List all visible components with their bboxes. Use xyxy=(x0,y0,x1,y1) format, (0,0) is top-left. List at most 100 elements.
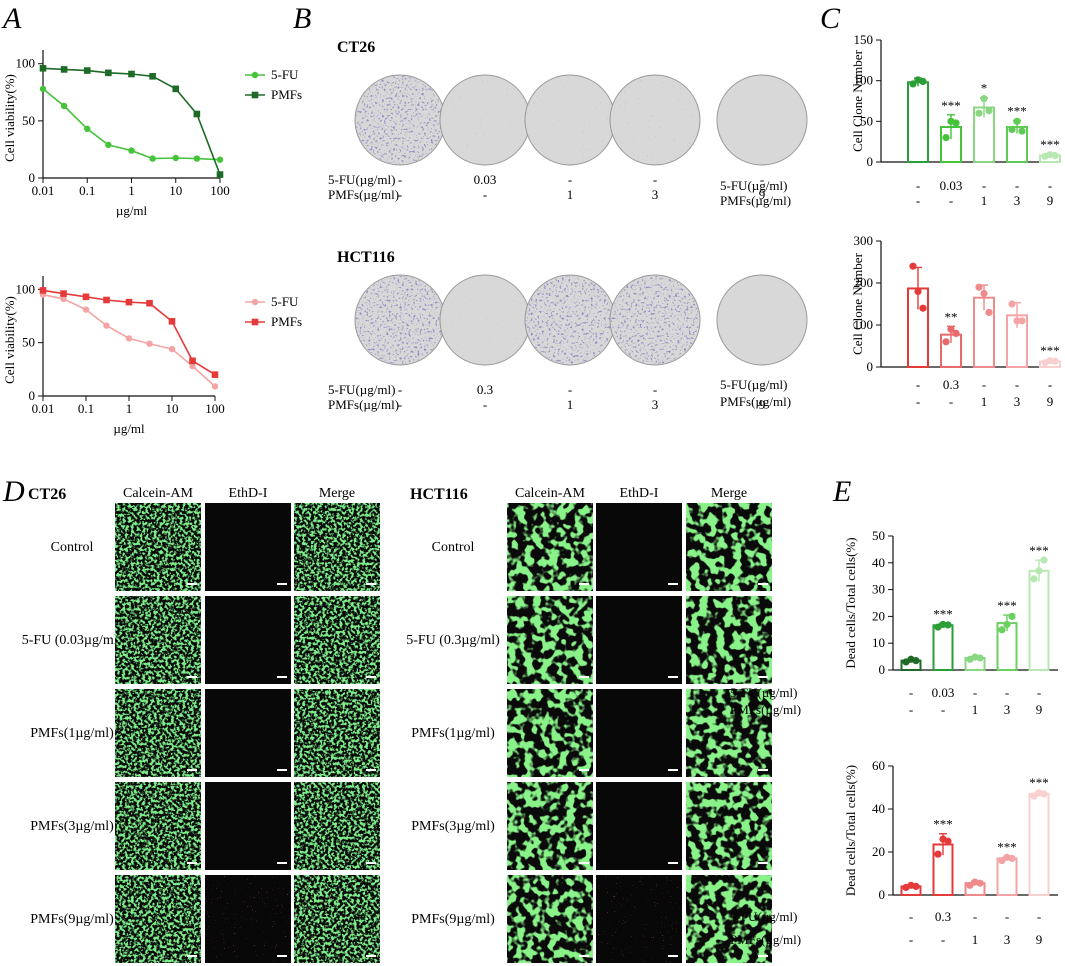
data-point xyxy=(60,295,67,303)
scale-bar xyxy=(758,862,768,864)
microscopy-row-label: PMFs(3µg/ml) xyxy=(30,819,114,834)
data-point xyxy=(146,299,153,307)
bar-chart-dead-ct26: 0 10 20 30 40 50 Dead cells/Total cells(%) *** *… xyxy=(730,528,1058,717)
scale-bar xyxy=(277,676,287,678)
dose-row-value: - xyxy=(1048,377,1052,392)
data-point xyxy=(105,69,112,77)
y-tick-label: 10 xyxy=(872,635,885,650)
microscopy-cell-line-label: HCT116 xyxy=(410,486,468,503)
x-tick-label: 0.1 xyxy=(79,183,95,198)
replicate-point xyxy=(1008,612,1016,621)
y-tick-label: 100 xyxy=(16,281,36,296)
colony-texture xyxy=(611,76,699,164)
ethd-signal xyxy=(596,689,682,777)
data-point xyxy=(39,287,47,294)
dose-row-value: 3 xyxy=(1004,932,1011,947)
dose-row-value: 3 xyxy=(652,397,659,412)
scale-bar xyxy=(579,955,589,957)
y-tick-label: 50 xyxy=(22,335,35,350)
dose-row-value: - xyxy=(909,932,913,947)
dose-row-label: 5-FU(µg/ml) xyxy=(730,685,797,700)
legend-label: PMFs xyxy=(271,314,302,329)
replicate-point xyxy=(1013,317,1021,325)
scale-bar xyxy=(668,583,678,585)
ethd-signal xyxy=(205,689,291,777)
data-point xyxy=(125,298,133,306)
colony-texture xyxy=(356,76,444,164)
replicate-point xyxy=(985,107,993,115)
dose-row-value: 9 xyxy=(1047,394,1054,409)
y-axis-label: Cell viability(%) xyxy=(2,296,17,384)
data-point xyxy=(125,335,133,342)
replicate-point xyxy=(919,77,927,86)
scale-bar xyxy=(277,955,287,957)
data-point xyxy=(149,155,156,162)
dose-row-label: PMFs(µg/ml) xyxy=(328,187,399,202)
dose-row-label: PMFs(µg/ml) xyxy=(720,193,791,208)
microscopy-row-label: PMFs(3µg/ml) xyxy=(411,819,495,834)
y-axis-label: Dead cells/Total cells(%) xyxy=(843,765,858,896)
dose-row-value: - xyxy=(1005,909,1009,924)
calcein-signal xyxy=(507,596,593,684)
dose-row-value: - xyxy=(1037,909,1041,924)
dose-row-value: 0.3 xyxy=(943,377,959,392)
dose-row-value: 9 xyxy=(1047,193,1054,208)
calcein-signal xyxy=(507,503,593,591)
scale-bar xyxy=(277,862,287,864)
panel-letter-b: B xyxy=(293,2,311,35)
scale-bar xyxy=(366,769,376,771)
dose-row-value: 3 xyxy=(1014,394,1021,409)
scale-bar xyxy=(277,769,287,771)
microscopy-column-header: EthD-I xyxy=(229,486,268,501)
ethd-signal xyxy=(596,875,682,963)
data-point xyxy=(168,318,176,325)
replicate-point xyxy=(985,308,993,316)
bar xyxy=(1028,569,1050,672)
scale-bar xyxy=(579,769,589,771)
dose-row-value: 0.03 xyxy=(932,685,955,700)
replicate-point xyxy=(975,283,983,291)
y-tick-label: 50 xyxy=(860,113,873,128)
y-axis-label: Cell viability(%) xyxy=(2,74,17,162)
panel-letter-d: D xyxy=(2,475,25,508)
calcein-signal xyxy=(115,689,201,777)
y-axis-label: Cell Clone Number xyxy=(850,252,865,354)
bar xyxy=(932,624,954,672)
y-tick-label: 50 xyxy=(22,113,35,128)
bar xyxy=(907,81,929,163)
panel-letter-c: C xyxy=(820,2,841,35)
replicate-point xyxy=(947,325,955,333)
y-tick-label: 0 xyxy=(29,170,36,185)
line-chart-ct26: 0.01 0.1 1 10 100 0 50 100 µg/ml Cell viability(%… xyxy=(2,50,302,218)
significance-stars: *** xyxy=(997,839,1017,854)
scale-bar xyxy=(668,862,678,864)
merge-green-signal xyxy=(686,689,772,777)
scale-bar xyxy=(187,583,197,585)
replicate-point xyxy=(934,850,942,858)
ethd-signal xyxy=(205,596,291,684)
dose-row-value: - xyxy=(653,172,657,187)
microscopy-column-header: Merge xyxy=(711,486,747,501)
legend-label: 5-FU xyxy=(271,294,299,309)
data-point xyxy=(105,141,112,149)
data-point xyxy=(193,110,201,118)
data-point xyxy=(216,171,224,178)
scale-bar xyxy=(366,862,376,864)
microscopy-row-label: 5-FU (0.03µg/ml) xyxy=(22,633,123,648)
colony-texture xyxy=(356,276,444,364)
replicate-point xyxy=(1003,620,1011,629)
dose-row-value: 0.03 xyxy=(940,178,963,193)
dose-row-value: - xyxy=(916,394,920,409)
scale-bar xyxy=(187,676,197,678)
scale-bar xyxy=(668,955,678,957)
ethd-signal xyxy=(205,503,291,591)
x-axis-label: µg/ml xyxy=(113,421,145,436)
replicate-point xyxy=(1013,117,1021,125)
dose-row-label: 5-FU(µg/ml) xyxy=(328,382,395,397)
microscopy-row-label: Control xyxy=(432,540,475,555)
bar-chart-dead-hct116: 0 20 40 60 Dead cells/Total cells(%) *** *** **… xyxy=(730,758,1058,947)
scale-bar xyxy=(366,583,376,585)
significance-stars: *** xyxy=(933,606,953,621)
replicate-point xyxy=(976,654,984,662)
